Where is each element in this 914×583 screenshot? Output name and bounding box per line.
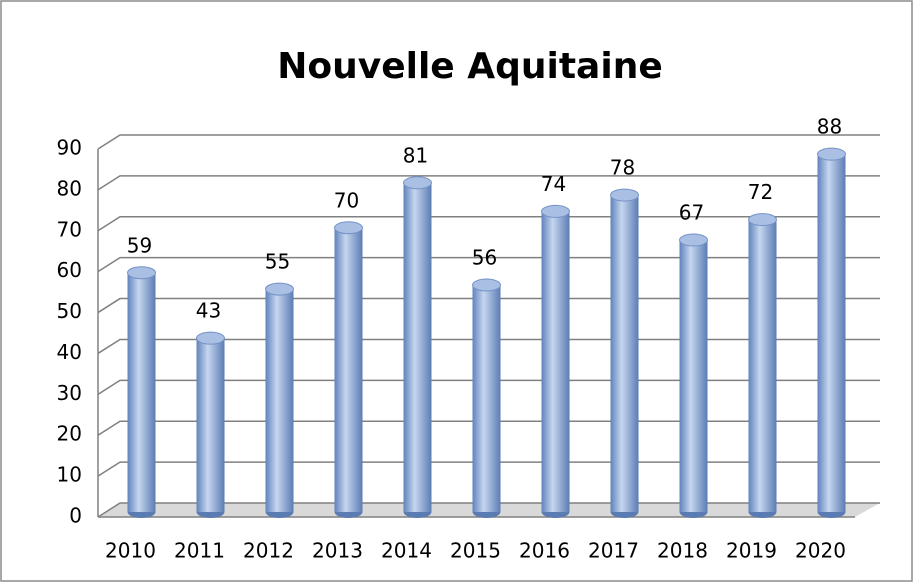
x-tick-label: 2010 [105, 539, 156, 563]
bar [817, 147, 846, 518]
x-tick-label: 2014 [381, 539, 432, 563]
bar-top [127, 266, 156, 280]
bar-body [403, 182, 432, 513]
bar-body [541, 211, 570, 512]
data-label: 88 [817, 115, 842, 139]
bar [403, 176, 432, 518]
bar-top [196, 331, 225, 345]
bar [472, 278, 501, 518]
bar [610, 188, 639, 518]
bar-top [265, 282, 294, 296]
bar-body [679, 240, 708, 513]
bar [334, 221, 363, 518]
y-tick-label: 40 [57, 340, 82, 364]
y-tick-label: 20 [57, 422, 82, 446]
y-tick-label: 70 [57, 217, 82, 241]
x-tick-label: 2013 [312, 539, 363, 563]
data-label: 67 [679, 201, 704, 225]
grid-line [97, 134, 880, 150]
bar-top [403, 176, 432, 190]
y-tick-label: 90 [57, 136, 82, 160]
bar-body [610, 195, 639, 513]
bar [127, 266, 156, 518]
bar-top [541, 204, 570, 218]
bar-top [679, 233, 708, 247]
bar-body [127, 272, 156, 512]
bar [679, 233, 708, 518]
data-label: 56 [472, 246, 497, 270]
y-tick-label: 60 [57, 258, 82, 282]
bar-top [748, 213, 777, 227]
bar-body [472, 285, 501, 512]
y-tick-label: 0 [69, 504, 82, 528]
bar [265, 282, 294, 518]
bar-body [748, 219, 777, 512]
bar-body [817, 154, 846, 512]
x-tick-label: 2015 [450, 539, 501, 563]
x-tick-label: 2011 [174, 539, 225, 563]
x-tick-label: 2012 [243, 539, 294, 563]
data-label: 70 [334, 188, 359, 212]
x-tick-label: 2017 [588, 539, 639, 563]
bar-top [472, 278, 501, 292]
y-tick-label: 50 [57, 299, 82, 323]
bar [748, 213, 777, 518]
data-label: 78 [610, 156, 635, 180]
y-tick-label: 30 [57, 381, 82, 405]
x-tick-label: 2016 [519, 539, 570, 563]
data-label: 72 [748, 180, 773, 204]
bar-top [610, 188, 639, 202]
y-tick-label: 10 [57, 463, 82, 487]
data-label: 74 [541, 172, 566, 196]
x-tick-label: 2020 [795, 539, 846, 563]
data-label: 55 [265, 250, 290, 274]
data-label: 81 [403, 143, 428, 167]
bar-top [334, 221, 363, 235]
bar-top [817, 147, 846, 161]
bar [196, 331, 225, 518]
bar-body [265, 289, 294, 512]
data-label: 43 [196, 299, 221, 323]
bar-body [196, 338, 225, 512]
x-tick-label: 2018 [657, 539, 708, 563]
bar-body [334, 227, 363, 512]
x-tick-label: 2019 [726, 539, 777, 563]
data-label: 59 [127, 233, 152, 257]
bar [541, 204, 570, 518]
y-tick-label: 80 [57, 176, 82, 200]
chart-title: Nouvelle Aquitaine [277, 46, 663, 87]
grid-line [97, 175, 880, 191]
